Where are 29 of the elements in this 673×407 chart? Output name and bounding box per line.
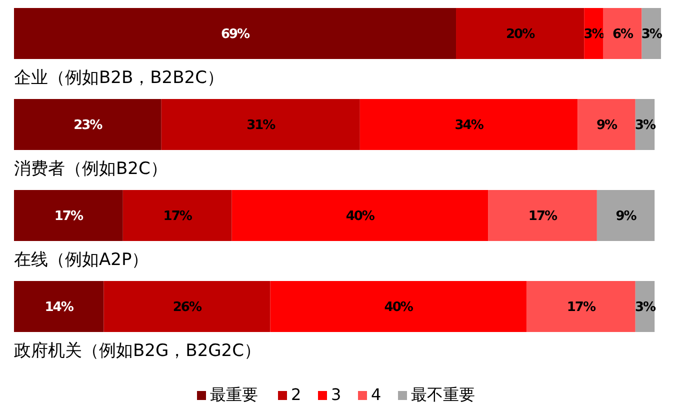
data-label: 3%	[584, 27, 605, 42]
data-label: 40%	[384, 300, 414, 316]
data-label: 3%	[634, 300, 656, 316]
data-label: 3%	[634, 118, 656, 134]
data-label: 9%	[596, 118, 618, 134]
y-tick-label: 政府机关（例如B2G，B2G2C）	[14, 341, 261, 361]
data-label: 23%	[74, 118, 103, 134]
data-label: 20%	[506, 27, 536, 42]
data-label: 34%	[454, 118, 484, 134]
data-label: 9%	[616, 209, 637, 224]
legend-label: 3	[331, 385, 342, 404]
y-tick-label: 消费者（例如B2C）	[14, 159, 168, 179]
data-label: 31%	[246, 118, 276, 134]
legend-label: 4	[371, 385, 382, 404]
data-label: 17%	[566, 300, 596, 316]
data-label: 3%	[641, 27, 662, 42]
data-label: 6%	[612, 27, 634, 42]
data-label: 40%	[346, 209, 375, 224]
data-label: 17%	[528, 209, 558, 224]
data-label: 26%	[172, 300, 202, 316]
data-label: 69%	[220, 27, 250, 42]
legend-label: 最不重要	[411, 385, 475, 404]
data-label: 17%	[163, 209, 192, 224]
y-tick-label: 企业（例如B2B，B2B2C）	[14, 68, 224, 88]
data-label: 17%	[54, 209, 84, 224]
y-tick-label: 在线（例如A2P）	[14, 250, 149, 270]
legend-label: 2	[291, 385, 302, 404]
data-label: 14%	[44, 300, 74, 316]
legend-label: 最重要	[210, 385, 258, 404]
